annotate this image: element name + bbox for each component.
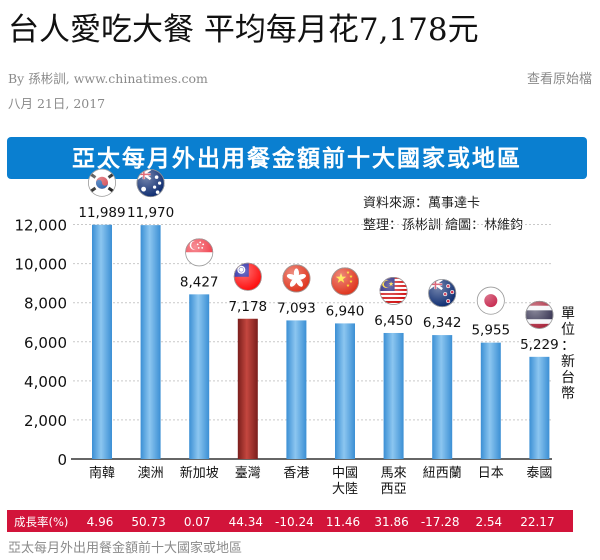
x-category-label: 泰國 <box>526 466 552 481</box>
byline: By 孫彬訓, www.chinatimes.com <box>8 71 208 86</box>
x-category-label: 馬來 <box>381 466 407 481</box>
japan-flag <box>476 286 505 315</box>
article-headline: 台人愛吃大餐 平均每月花7,178元 <box>8 12 479 48</box>
x-category-label: 香港 <box>283 466 309 481</box>
y-tick-label: 12,000 <box>15 217 68 235</box>
unit-char: 台 <box>561 370 575 386</box>
singapore-flag <box>185 238 214 267</box>
south-korea-flag <box>87 168 117 197</box>
bar <box>432 335 453 459</box>
bar-value-label: 8,427 <box>180 274 219 290</box>
growth-value: 44.34 <box>229 515 263 529</box>
malaysia-flag <box>379 276 408 305</box>
source-note: 資料來源：萬事達卡 <box>363 196 480 211</box>
flags <box>87 168 554 329</box>
value-labels: 11,989 11,970 8,427 7,178 7,093 6,940 6,450 6,3… <box>78 205 558 353</box>
bar <box>189 294 210 459</box>
x-category-label: 臺灣 <box>235 466 261 481</box>
growth-value: -17.28 <box>421 515 460 529</box>
bar <box>480 342 501 459</box>
growth-value: 4.96 <box>87 515 114 529</box>
infographic: 亞太每月外出用餐金額前十大國家或地區 資料來源：萬事達卡 整理：孫彬訓 繪圖：林… <box>7 137 587 532</box>
bar-value-label: 5,229 <box>520 337 559 353</box>
y-tick-label: 4,000 <box>24 373 67 391</box>
new-zealand-flag <box>428 279 457 308</box>
china-flag <box>330 267 360 296</box>
author-link[interactable]: 孫彬訓 <box>28 71 66 86</box>
article-date: 八月 21日, 2017 <box>8 96 106 111</box>
bar-value-label: 6,450 <box>374 313 413 329</box>
x-category-label: 大陸 <box>332 481 358 497</box>
x-category-label: 南韓 <box>89 465 115 481</box>
unit-char: 新 <box>561 354 575 370</box>
bar-chart: 亞太每月外出用餐金額前十大國家或地區 資料來源：萬事達卡 整理：孫彬訓 繪圖：林… <box>7 137 587 532</box>
y-axis-ticks: 0 2,000 4,000 6,000 8,000 10,000 12,000 <box>15 217 68 469</box>
bar-value-label: 11,989 <box>78 205 125 221</box>
bar <box>140 225 161 459</box>
y-tick-label: 6,000 <box>24 334 67 352</box>
unit-char: 幣 <box>561 386 575 402</box>
unit-char: 單 <box>561 306 575 322</box>
unit-label: 單位：新台幣 <box>561 306 575 402</box>
bar <box>92 224 112 459</box>
x-category-label: 中國 <box>332 466 358 481</box>
bar <box>383 332 404 459</box>
growth-value: 0.07 <box>184 515 211 529</box>
bar-value-label: 7,178 <box>228 299 267 315</box>
credit-note: 整理：孫彬訓 繪圖：林維鈞 <box>363 217 523 233</box>
y-tick-label: 8,000 <box>24 295 67 313</box>
growth-value: 2.54 <box>475 515 502 529</box>
y-tick-label: 10,000 <box>15 256 68 274</box>
bar <box>335 323 355 459</box>
y-tick-label: 0 <box>57 451 67 469</box>
x-category-label: 澳洲 <box>138 465 164 481</box>
bar-value-label: 6,342 <box>423 315 462 331</box>
growth-value: 50.73 <box>131 515 165 529</box>
bars <box>92 224 550 459</box>
bar-value-label: 6,940 <box>326 303 365 319</box>
x-category-label: 西亞 <box>381 482 407 497</box>
y-tick-label: 2,000 <box>24 412 67 430</box>
bar-value-label: 7,093 <box>277 300 316 316</box>
australia-flag <box>136 169 165 198</box>
bar <box>237 318 258 459</box>
x-category-label: 紐西蘭 <box>423 465 462 481</box>
unit-char: 位 <box>561 322 575 338</box>
title-banner <box>7 137 587 179</box>
site-link[interactable]: www.chinatimes.com <box>73 71 208 86</box>
x-category-label: 日本 <box>478 466 504 481</box>
growth-value: 31.86 <box>374 515 408 529</box>
growth-value: -10.24 <box>275 515 314 529</box>
x-category-label: 新加坡 <box>180 465 219 481</box>
bar <box>529 356 550 459</box>
taiwan-flag <box>233 262 262 291</box>
bar <box>286 320 307 459</box>
growth-label: 成長率(%) <box>14 515 68 529</box>
image-caption: 亞太每月外出用餐金額前十大國家或地區 <box>8 541 243 556</box>
byline-prefix: By <box>8 71 25 86</box>
unit-char: ： <box>561 338 575 354</box>
chart-title: 亞太每月外出用餐金額前十大國家或地區 <box>72 145 522 172</box>
growth-strip <box>7 510 573 532</box>
growth-values: 4.96 50.73 0.07 44.34 -10.24 11.46 31.86 -17.28… <box>87 515 555 529</box>
growth-value: 11.46 <box>326 515 360 529</box>
growth-value: 22.17 <box>520 515 554 529</box>
bar-value-label: 11,970 <box>127 205 174 221</box>
bar-value-label: 5,955 <box>471 323 510 339</box>
thailand-flag <box>525 300 554 329</box>
hong-kong-flag <box>282 264 311 293</box>
view-original-link[interactable]: 查看原始檔 <box>526 72 592 87</box>
